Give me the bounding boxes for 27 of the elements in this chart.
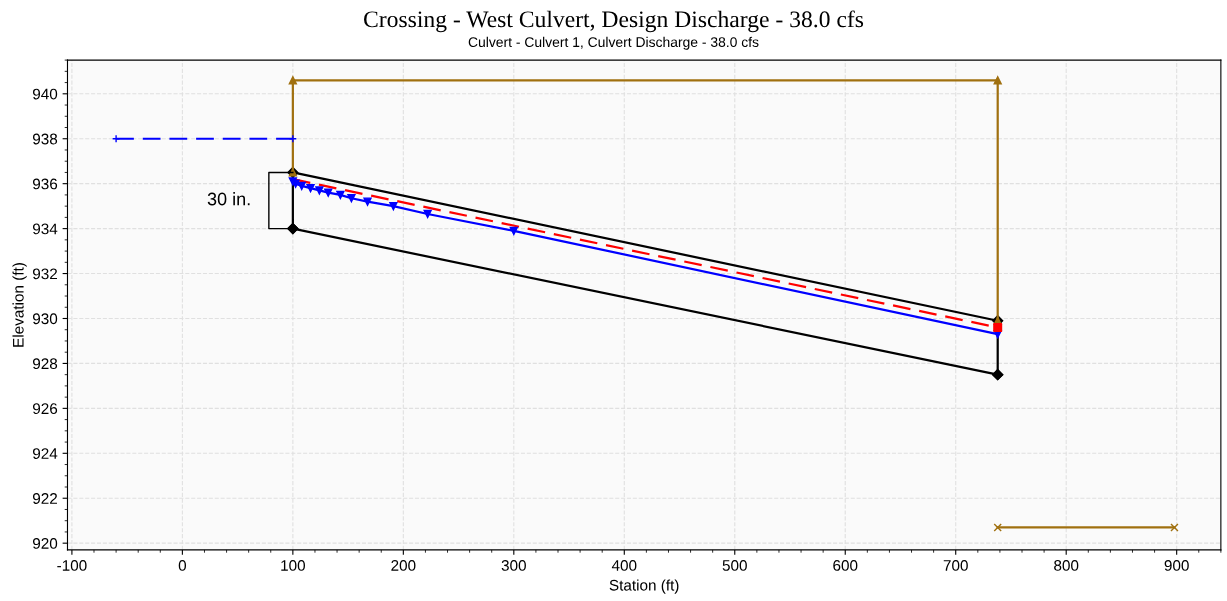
x-tick-label: 300	[501, 560, 526, 571]
y-tick-label: 922	[32, 493, 57, 504]
chart-title: Crossing - West Culvert, Design Discharge - 38.0 cfs	[364, 10, 864, 33]
x-tick-label: 800	[1054, 560, 1079, 571]
x-axis-title: Station (ft)	[609, 579, 679, 594]
x-tick-label: 900	[1164, 560, 1189, 571]
annotation: 30 in.	[207, 192, 250, 206]
y-tick-label: 924	[32, 448, 58, 459]
x-tick-label: 0	[178, 560, 187, 571]
y-tick-label: 934	[32, 223, 58, 235]
y-tick-label: 940	[32, 88, 58, 100]
y-tick-label: 926	[32, 403, 58, 415]
y-tick-label: 932	[32, 268, 57, 280]
x-tick-label: 500	[722, 560, 747, 571]
x-tick-label: 400	[611, 560, 637, 571]
x-tick-label: 700	[943, 560, 968, 571]
x-tick-label: 100	[281, 560, 306, 571]
x-tick-label: -100	[57, 560, 87, 571]
x-tick-label: 600	[833, 560, 858, 571]
y-tick-label: 920	[32, 538, 58, 549]
y-axis-title: Elevation (ft)	[12, 263, 27, 347]
chart-subtitle: Culvert - Culvert 1, Culvert Discharge - 38.0 cfs	[468, 36, 759, 50]
x-tick-label: 200	[391, 560, 416, 571]
y-tick-label: 938	[32, 133, 58, 145]
y-tick-label: 936	[32, 178, 58, 190]
y-tick-label: 928	[32, 358, 58, 370]
y-tick-label: 930	[32, 313, 58, 325]
